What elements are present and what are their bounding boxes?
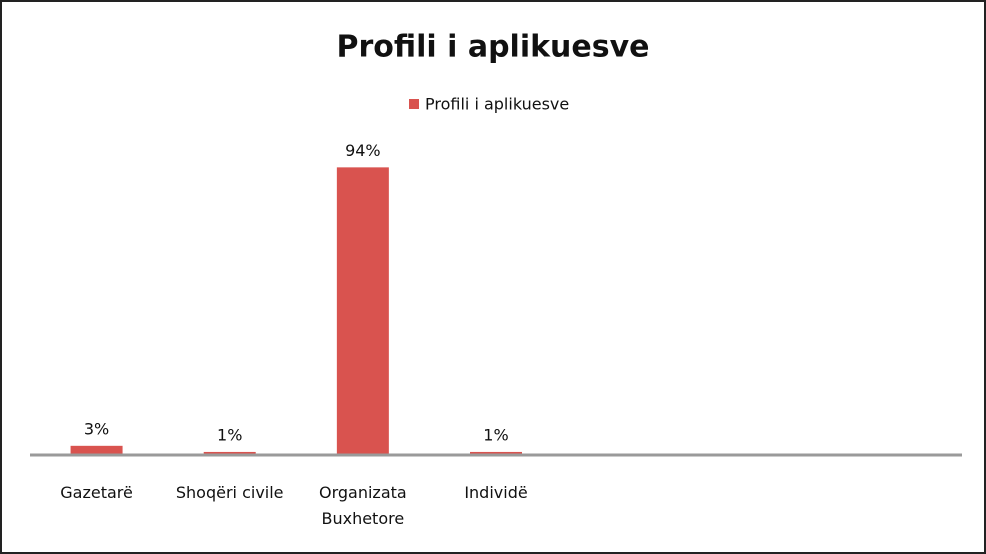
bar — [203, 451, 256, 455]
x-tick-label: Gazetarë — [60, 483, 133, 502]
data-label: 3% — [84, 419, 109, 438]
legend-label: Profili i aplikuesve — [425, 95, 569, 114]
bar — [336, 167, 389, 456]
bar — [70, 445, 123, 455]
bar — [470, 451, 522, 455]
data-label: 1% — [483, 425, 508, 444]
data-label: 94% — [345, 141, 381, 160]
chart-title: Profili i aplikuesve — [336, 30, 649, 65]
data-label: 1% — [217, 425, 242, 444]
x-tick-label: Shoqëri civile — [175, 483, 284, 502]
x-tick-label: Individë — [464, 483, 528, 502]
legend-swatch — [409, 99, 419, 109]
x-tick-label: Organizata Buxhetore — [318, 483, 407, 528]
